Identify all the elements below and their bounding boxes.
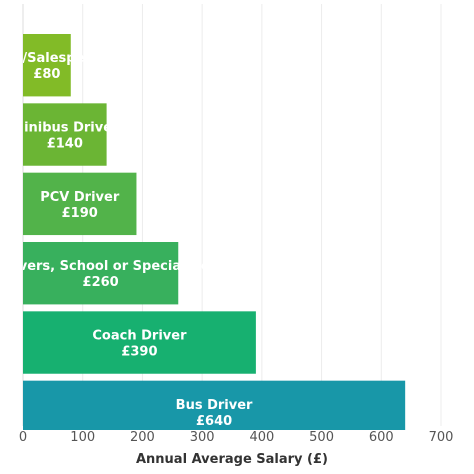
bar-category-label: PCV Driver: [40, 190, 120, 205]
x-axis-title: Annual Average Salary (£): [136, 452, 328, 467]
bar[interactable]: [23, 311, 256, 374]
x-tick-label: 300: [190, 430, 215, 445]
x-tick-label: 400: [249, 430, 274, 445]
bar[interactable]: [23, 172, 137, 236]
bar[interactable]: [23, 242, 179, 305]
bar-value-label: £640: [196, 414, 232, 429]
bar-group[interactable]: PCV Driver£190: [23, 172, 137, 236]
x-tick-label: 500: [309, 430, 334, 445]
bar-group[interactable]: Bus Driver£640: [23, 380, 406, 443]
bar-category-label: Minibus Driver: [11, 121, 119, 136]
x-tick-label: 600: [369, 430, 394, 445]
bar-group[interactable]: Bus Drivers, School or Special Needs£260: [0, 242, 236, 305]
bar[interactable]: [23, 380, 406, 443]
bar-group[interactable]: Driver/Salesperson£80: [0, 34, 117, 97]
bar-value-label: £390: [121, 345, 157, 360]
x-tick-label: 100: [70, 430, 95, 445]
bar-value-label: £140: [47, 137, 83, 152]
bar-value-label: £190: [62, 206, 98, 221]
bar-value-label: £80: [33, 67, 60, 82]
bar-category-label: Bus Drivers, School or Special Needs: [0, 259, 236, 274]
bar-value-label: £260: [83, 275, 119, 290]
x-axis-ticks: 0 100 200 300 400 500 600 700: [19, 430, 454, 445]
x-tick-label: 0: [19, 430, 27, 445]
x-tick-label: 200: [130, 430, 155, 445]
bar-category-label: Coach Driver: [92, 329, 187, 344]
bar[interactable]: [23, 103, 107, 166]
bar[interactable]: [23, 34, 71, 97]
bar-group[interactable]: Minibus Driver£140: [11, 103, 119, 166]
x-tick-label: 700: [429, 430, 454, 445]
bar-category-label: Bus Driver: [176, 398, 253, 413]
bar-group[interactable]: Coach Driver£390: [23, 311, 256, 374]
bar-category-label: Driver/Salesperson: [0, 51, 117, 66]
